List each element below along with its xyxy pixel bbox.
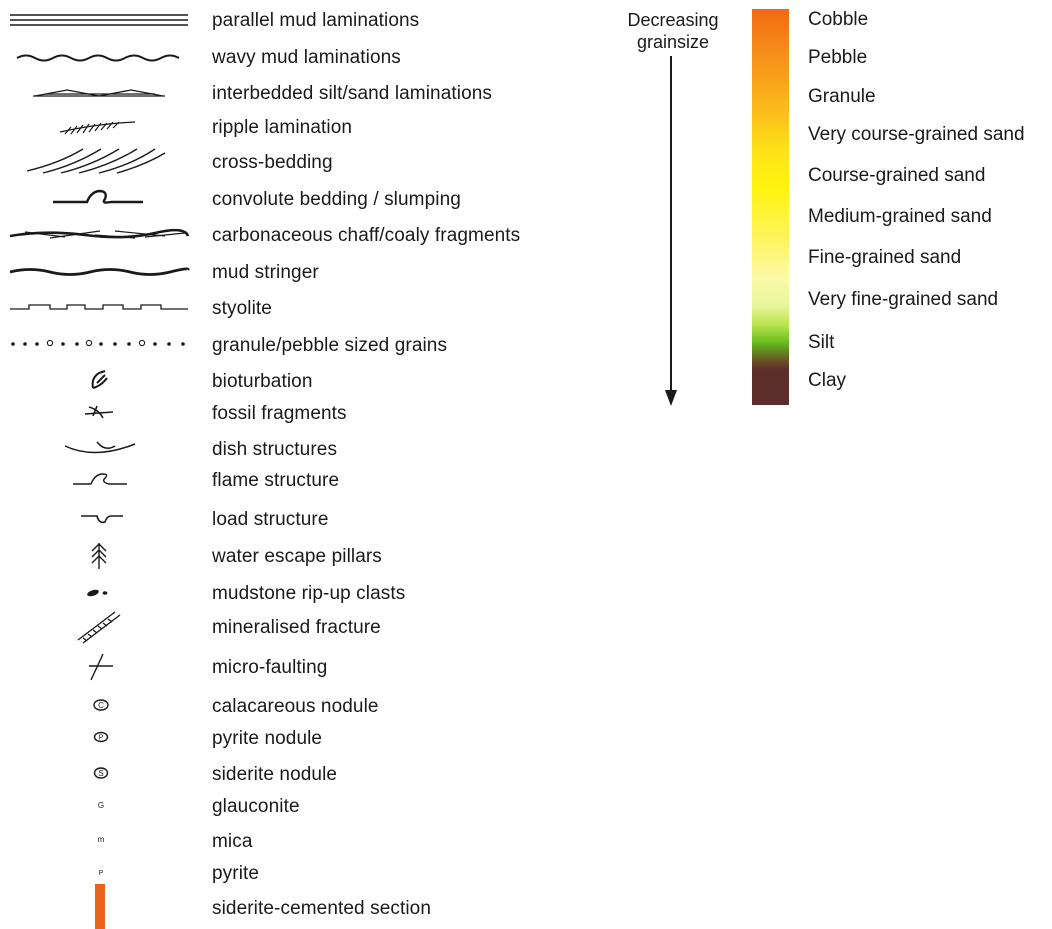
legend-item: parallel mud laminations <box>0 3 600 37</box>
glauconite-icon: G <box>98 801 104 810</box>
legend-label: mud stringer <box>212 262 319 283</box>
legend-item: convolute bedding / slumping <box>0 182 600 216</box>
legend-item: cross-bedding <box>0 145 600 179</box>
down-arrow-icon <box>665 56 677 406</box>
legend-label: pyrite nodule <box>212 728 323 749</box>
grainsize-label-silt: Silt <box>808 332 835 353</box>
grainsize-label-pebble: Pebble <box>808 47 868 68</box>
svg-text:P: P <box>99 870 104 877</box>
granule-pebble-grains-icon <box>11 339 185 347</box>
legend-item: bioturbation <box>0 364 600 398</box>
cross-bedding-icon <box>26 148 166 174</box>
legend-label: dish structures <box>212 439 338 460</box>
legend-item: mineralised fracture <box>0 610 600 644</box>
water-escape-pillars-icon <box>91 543 107 569</box>
legend-label: fossil fragments <box>212 403 347 424</box>
legend-label: water escape pillars <box>212 546 382 567</box>
interbedded-laminations-icon <box>33 89 165 97</box>
legend-label: ripple lamination <box>212 117 353 138</box>
legend-label: pyrite <box>212 863 260 884</box>
grainsize-label-granule: Granule <box>808 86 876 107</box>
load-structure-icon <box>81 515 123 524</box>
legend-item: wavy mud laminations <box>0 40 600 74</box>
legend-item: interbedded silt/sand laminations <box>0 76 600 110</box>
legend-item: flame structure <box>0 463 600 497</box>
rip-up-clasts-icon <box>87 589 108 597</box>
legend-item: fossil fragments <box>0 396 600 430</box>
grainsize-scale: Decreasing grainsize Cobble Pebble Granu… <box>600 0 1052 929</box>
legend-item: micro-faulting <box>0 650 600 684</box>
legend-label: granule/pebble sized grains <box>212 335 448 356</box>
legend-label: mica <box>212 831 253 852</box>
flame-structure-icon <box>73 473 127 485</box>
calcareous-nodule-icon: C <box>93 699 109 711</box>
parallel-laminations-icon <box>10 14 188 26</box>
legend-item: ripple lamination <box>0 110 600 144</box>
legend-item: m mica <box>0 824 600 858</box>
mica-icon: m <box>98 835 105 844</box>
legend-label: interbedded silt/sand laminations <box>212 83 493 104</box>
legend-label: cross-bedding <box>212 152 333 173</box>
legend-label: carbonaceous chaff/coaly fragments <box>212 225 521 246</box>
legend-label: styolite <box>212 298 272 319</box>
legend-label: siderite-cemented section <box>212 898 431 919</box>
svg-text:G: G <box>98 801 104 810</box>
legend-label: flame structure <box>212 470 340 491</box>
legend-label: wavy mud laminations <box>212 47 401 68</box>
legend-label: convolute bedding / slumping <box>212 189 461 210</box>
ripple-lamination-icon <box>59 121 136 135</box>
fossil-fragments-icon <box>84 405 114 419</box>
legend-label: siderite nodule <box>212 764 338 785</box>
legend-item: P pyrite <box>0 856 600 890</box>
grainsize-label-very-coarse-sand: Very course-grained sand <box>808 124 1025 145</box>
legend-item: water escape pillars <box>0 539 600 573</box>
svg-text:P: P <box>99 735 104 742</box>
grainsize-label-coarse-sand: Course-grained sand <box>808 165 986 186</box>
svg-text:C: C <box>98 701 104 710</box>
svg-text:S: S <box>98 769 103 778</box>
legend-item: S siderite nodule <box>0 757 600 791</box>
grainsize-label-clay: Clay <box>808 370 847 391</box>
legend-item: load structure <box>0 502 600 536</box>
siderite-cemented-icon <box>95 884 105 929</box>
micro-faulting-icon <box>89 653 113 681</box>
symbol-legend: parallel mud laminations wavy mud lamina… <box>0 3 600 929</box>
legend-item: mud stringer <box>0 255 600 289</box>
legend-label: load structure <box>212 509 329 530</box>
pyrite-icon: P <box>99 870 104 877</box>
legend-item: carbonaceous chaff/coaly fragments <box>0 218 600 252</box>
legend-item: mudstone rip-up clasts <box>0 576 600 610</box>
legend-item: granule/pebble sized grains <box>0 328 600 362</box>
grainsize-label-fine-sand: Fine-grained sand <box>808 247 962 268</box>
pyrite-nodule-icon: P <box>93 731 109 743</box>
bioturbation-icon <box>91 370 108 389</box>
carbonaceous-chaff-icon <box>9 228 190 239</box>
legend-label: calacareous nodule <box>212 696 379 717</box>
stylolite-icon <box>10 304 188 310</box>
siderite-nodule-icon: S <box>93 767 109 779</box>
grainsize-label-cobble: Cobble <box>808 9 869 30</box>
legend-item: styolite <box>0 291 600 325</box>
legend-label: micro-faulting <box>212 657 328 678</box>
grainsize-color-bar <box>752 9 789 405</box>
legend-item: G glauconite <box>0 789 600 823</box>
legend-label: bioturbation <box>212 371 313 392</box>
dish-structures-icon <box>64 441 136 454</box>
decreasing-grainsize-label: Decreasing grainsize <box>627 10 719 52</box>
mud-stringer-icon <box>9 267 190 276</box>
legend-item: C calacareous nodule <box>0 689 600 723</box>
legend-item: P pyrite nodule <box>0 721 600 755</box>
legend-label: glauconite <box>212 796 300 817</box>
mineralised-fracture-icon <box>77 611 121 644</box>
legend-label: mudstone rip-up clasts <box>212 583 406 604</box>
legend-item: dish structures <box>0 432 600 466</box>
legend-item: siderite-cemented section <box>0 884 600 929</box>
legend-label: mineralised fracture <box>212 617 381 638</box>
grainsize-label-very-fine-sand: Very fine-grained sand <box>808 289 999 310</box>
legend-label: parallel mud laminations <box>212 10 420 31</box>
wavy-laminations-icon <box>16 54 180 62</box>
convolute-bedding-icon <box>53 189 143 204</box>
svg-text:m: m <box>98 835 105 844</box>
grainsize-label-medium-sand: Medium-grained sand <box>808 206 992 227</box>
